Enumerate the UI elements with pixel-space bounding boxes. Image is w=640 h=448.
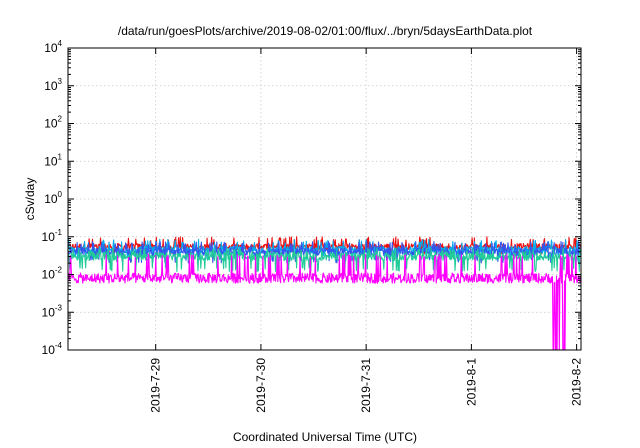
y-tick-label: 10-3: [42, 303, 63, 319]
x-tick-label: 2019-7-31: [359, 358, 373, 413]
x-tick-label: 2019-8-2: [570, 358, 584, 406]
x-tick-label: 2019-7-29: [149, 358, 163, 413]
series-line-3: [67, 240, 582, 264]
y-tick-label: 103: [44, 77, 62, 93]
series-line-4: [67, 247, 582, 273]
y-tick-label: 101: [44, 152, 62, 168]
y-tick-label: 10-1: [42, 228, 63, 244]
y-axis-label: cSv/day: [23, 178, 37, 221]
chart-title: /data/run/goesPlots/archive/2019-08-02/0…: [118, 24, 533, 38]
x-axis-label: Coordinated Universal Time (UTC): [233, 430, 417, 444]
y-tick-label: 102: [44, 115, 62, 131]
y-tick-label: 10-4: [42, 341, 63, 357]
x-tick-label: 2019-8-1: [464, 358, 478, 406]
grid-lines: [68, 48, 581, 350]
series-line-5: [67, 253, 582, 351]
y-tick-label: 100: [44, 190, 62, 206]
y-tick-label: 104: [44, 39, 62, 55]
series-group: [67, 236, 582, 351]
y-axis-ticks: 10-4 10-3 10-2 10-1 100 101 102 103 104: [42, 39, 581, 357]
y-tick-label: 10-2: [42, 266, 63, 282]
x-axis-ticks: 2019-7-29 2019-7-30 2019-7-31 2019-8-1 2019-…: [149, 48, 584, 413]
x-tick-label: 2019-7-30: [254, 358, 268, 413]
